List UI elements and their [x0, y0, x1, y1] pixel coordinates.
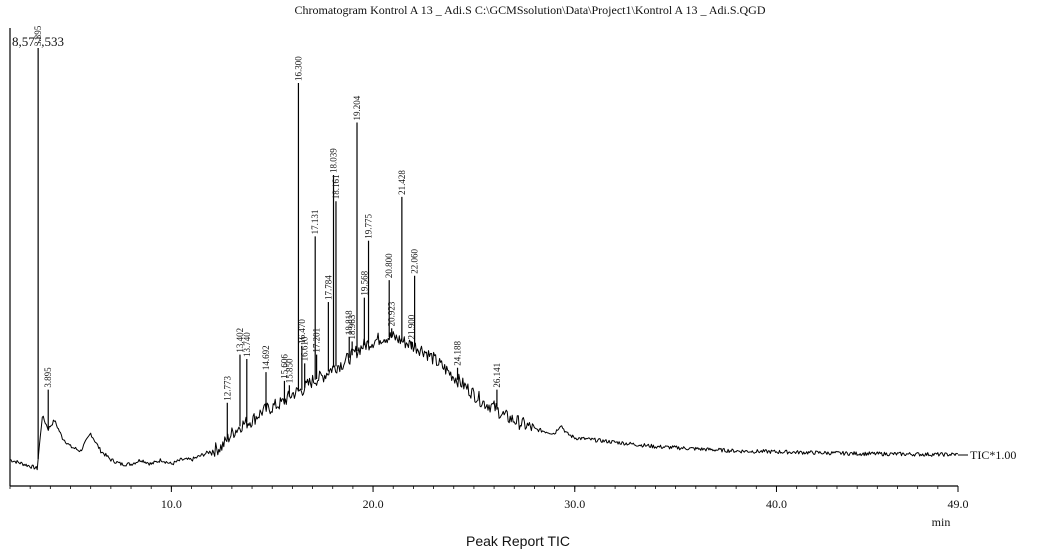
peak-label: 18.161 [331, 175, 341, 200]
max-intensity-label: 8,577,533 [12, 34, 64, 49]
peak-label: 24.188 [453, 340, 463, 365]
tic-trace [10, 331, 959, 471]
peak-label: 13.402 [235, 328, 245, 353]
tic-trace-group [10, 331, 959, 471]
x-tick-label: 30.0 [564, 497, 585, 511]
x-axis-label: min [932, 515, 951, 529]
peak-label: 3.895 [43, 367, 53, 388]
chart-title: Chromatogram Kontrol A 13 _ Adi.S C:\GCM… [294, 3, 765, 17]
peak-label: 20.800 [384, 253, 394, 278]
peak-label: 15.606 [279, 354, 289, 379]
x-tick-label: 40.0 [766, 497, 787, 511]
peak-label: 16.470 [297, 319, 307, 344]
peak-label: 16.610 [300, 336, 310, 361]
peak-label: 18.963 [347, 314, 357, 339]
peak-label: 13.740 [242, 332, 252, 357]
x-axis-ticks: 10.0 20.0 30.0 40.0 49.0 [9, 486, 969, 511]
peak-label: 18.818 [344, 310, 354, 335]
peak-label: 26.141 [492, 363, 502, 388]
footer-label: Peak Report TIC [466, 533, 570, 549]
peak-label: 19.775 [364, 213, 374, 238]
peak-label: 17.784 [323, 275, 333, 300]
peak-label: 17.131 [310, 210, 320, 235]
trace-label: TIC*1.00 [970, 448, 1016, 462]
peak-label: 16.300 [293, 56, 303, 81]
x-tick-label: 20.0 [363, 497, 384, 511]
peak-label: 18.039 [329, 148, 339, 173]
peak-label: 20.923 [387, 301, 397, 326]
peak-label: 17.201 [312, 328, 322, 353]
x-tick-label: 49.0 [948, 497, 969, 511]
peak-label: 19.568 [359, 270, 369, 295]
peak-label: 21.428 [397, 170, 407, 195]
x-tick-label: 10.0 [161, 497, 182, 511]
peak-label: 3.395 [33, 25, 43, 46]
peak-label: 19.204 [352, 95, 362, 120]
peak-label: 15.850 [284, 358, 294, 383]
peak-label: 22.060 [410, 249, 420, 274]
peak-label: 14.692 [261, 345, 271, 370]
peak-label: 21.900 [406, 314, 416, 339]
peak-label: 12.773 [222, 376, 232, 401]
